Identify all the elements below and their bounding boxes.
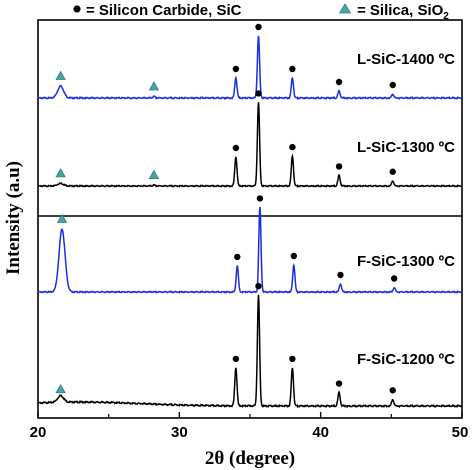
silica-marker: [56, 213, 68, 223]
y-axis-label: Intensity (a.u): [3, 161, 24, 275]
sic-marker: [390, 275, 398, 282]
sic-marker: [256, 195, 264, 202]
legend-sic-marker: [73, 5, 81, 13]
panel-label: F-SiC-1200 ºC: [357, 351, 455, 368]
sic-marker: [289, 143, 296, 151]
trace-1: [37, 35, 463, 101]
sic-marker: [290, 252, 298, 260]
trace-4: [37, 294, 463, 409]
sic-marker: [255, 90, 262, 97]
sic-marker: [255, 23, 262, 31]
sic-marker: [289, 65, 296, 73]
x-axis-label: 2θ (degree): [205, 448, 295, 469]
sic-marker: [255, 282, 262, 290]
sic-marker: [337, 271, 344, 279]
legend-silica-label: = Silica, SiO2: [357, 2, 449, 22]
sic-marker: [389, 387, 396, 394]
x-tick-label: 40: [312, 424, 329, 441]
silica-marker: [148, 81, 160, 91]
sic-marker: [289, 355, 296, 363]
silica-marker: [55, 383, 66, 394]
trace-3: [37, 206, 463, 294]
sic-marker: [234, 253, 241, 261]
legend: = Silicon Carbide, SiC = Silica, SiO2: [73, 2, 449, 22]
x-tick-label: 30: [171, 424, 188, 441]
sic-marker: [389, 168, 396, 175]
silica-marker: [55, 70, 66, 80]
trace-2: [37, 102, 463, 188]
sic-marker: [335, 163, 343, 170]
legend-sic-label: = Silicon Carbide, SiC: [86, 2, 242, 19]
panel-label: L-SiC-1300 ºC: [357, 139, 455, 156]
sic-marker: [335, 78, 343, 86]
x-tick-label: 20: [30, 424, 47, 441]
panel-label: F-SiC-1300 ºC: [357, 253, 455, 270]
sic-marker: [335, 380, 343, 387]
silica-marker: [148, 169, 160, 180]
sic-marker: [232, 144, 240, 152]
panel-label: L-SiC-1400 ºC: [357, 51, 455, 68]
x-tick-label: 50: [452, 424, 469, 441]
sic-marker: [232, 65, 240, 73]
sic-marker: [232, 355, 240, 363]
silica-marker: [55, 168, 66, 178]
sic-marker: [389, 81, 396, 89]
legend-silica-marker: [338, 3, 352, 14]
legend-silica-subscript: 2: [443, 11, 449, 22]
